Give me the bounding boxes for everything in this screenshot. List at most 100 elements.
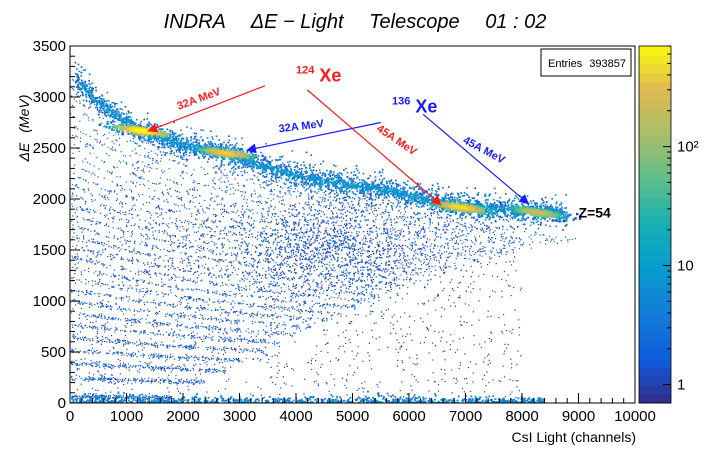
- data-bin: [169, 357, 171, 359]
- data-bin: [345, 196, 347, 199]
- data-bin: [349, 218, 351, 220]
- data-bin: [355, 212, 358, 214]
- data-bin: [222, 208, 224, 210]
- data-bin: [100, 315, 102, 317]
- data-bin: [263, 208, 265, 210]
- data-bin: [360, 255, 362, 257]
- data-bin: [272, 382, 274, 384]
- data-bin: [192, 335, 194, 337]
- data-bin: [252, 316, 254, 318]
- data-bin: [205, 308, 207, 310]
- data-bin: [364, 298, 366, 300]
- data-bin: [324, 240, 326, 243]
- data-bin: [372, 253, 375, 255]
- data-bin: [193, 347, 195, 349]
- data-bin: [326, 342, 328, 344]
- data-bin: [147, 271, 149, 273]
- data-bin: [274, 322, 276, 324]
- data-bin: [156, 326, 158, 328]
- data-bin: [310, 227, 312, 229]
- data-bin: [100, 327, 102, 329]
- data-bin: [227, 141, 230, 144]
- data-bin: [401, 346, 403, 348]
- data-bin: [440, 316, 442, 318]
- data-bin: [343, 196, 346, 199]
- data-bin: [324, 307, 326, 309]
- data-bin: [234, 248, 236, 250]
- data-bin: [221, 362, 223, 364]
- data-bin: [186, 305, 188, 307]
- data-bin: [447, 299, 450, 301]
- data-bin: [166, 344, 168, 346]
- data-bin: [200, 338, 203, 340]
- data-bin: [92, 321, 94, 324]
- data-bin: [131, 230, 133, 232]
- data-bin: [97, 306, 99, 308]
- data-bin: [312, 311, 314, 313]
- data-bin: [288, 244, 290, 246]
- data-bin: [410, 273, 412, 276]
- data-bin: [488, 241, 490, 243]
- data-bin: [110, 380, 112, 382]
- data-bin: [97, 315, 99, 317]
- data-bin: [486, 228, 488, 230]
- data-bin: [353, 371, 355, 373]
- data-bin: [209, 280, 211, 282]
- data-bin: [338, 335, 340, 337]
- data-bin: [224, 273, 226, 275]
- data-bin: [230, 320, 232, 322]
- data-bin: [388, 248, 390, 250]
- data-bin: [446, 259, 448, 261]
- data-bin: [168, 381, 170, 383]
- data-bin: [121, 281, 123, 283]
- data-bin: [443, 226, 445, 228]
- data-bin: [509, 240, 511, 242]
- data-bin: [344, 384, 346, 386]
- data-bin: [80, 66, 83, 68]
- data-bin: [235, 257, 237, 259]
- data-bin: [104, 379, 106, 381]
- data-bin: [270, 183, 272, 185]
- data-bin: [132, 278, 134, 280]
- data-bin: [487, 316, 489, 318]
- data-bin: [192, 300, 195, 302]
- data-bin: [290, 233, 292, 235]
- data-bin: [296, 283, 298, 285]
- data-bin: [398, 256, 400, 258]
- data-bin: [321, 262, 323, 264]
- data-bin: [280, 316, 282, 318]
- data-bin: [434, 244, 436, 247]
- data-bin: [442, 269, 444, 271]
- data-bin: [132, 258, 134, 260]
- data-bin: [248, 215, 250, 217]
- data-bin: [352, 207, 354, 209]
- data-bin: [216, 215, 218, 217]
- data-bin: [297, 234, 299, 236]
- data-bin: [90, 363, 92, 365]
- data-bin: [488, 359, 490, 361]
- data-bin: [177, 367, 179, 370]
- data-bin: [349, 256, 351, 258]
- data-bin: [140, 341, 142, 343]
- data-bin: [174, 236, 176, 238]
- data-bin: [168, 380, 170, 382]
- data-bin: [135, 285, 137, 287]
- data-bin: [370, 295, 372, 297]
- data-bin: [343, 351, 346, 353]
- data-bin: [178, 148, 181, 151]
- data-bin: [103, 331, 106, 333]
- data-bin: [104, 373, 106, 375]
- data-bin: [256, 201, 258, 203]
- data-bin: [186, 381, 188, 383]
- data-bin: [154, 272, 156, 274]
- data-bin: [227, 239, 229, 241]
- data-bin: [246, 179, 248, 181]
- data-bin: [202, 234, 204, 236]
- data-bin: [116, 380, 118, 382]
- data-bin: [155, 245, 157, 247]
- data-bin: [268, 358, 270, 361]
- data-bin: [370, 368, 373, 370]
- data-bin: [251, 271, 253, 273]
- data-bin: [349, 248, 351, 250]
- data-bin: [81, 208, 83, 210]
